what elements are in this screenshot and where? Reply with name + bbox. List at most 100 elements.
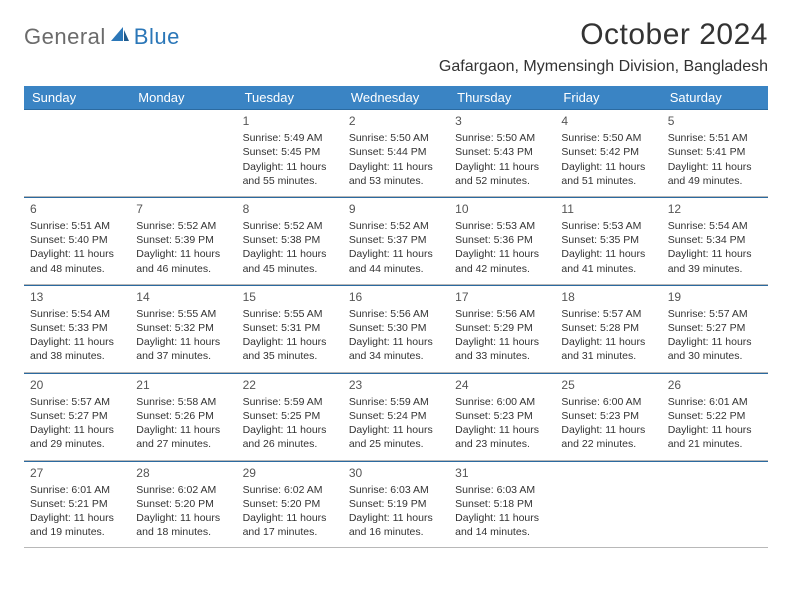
sunrise-text: Sunrise: 6:02 AM <box>243 483 337 497</box>
daylight-text: Daylight: 11 hours and 21 minutes. <box>668 423 762 451</box>
sunrise-text: Sunrise: 5:54 AM <box>668 219 762 233</box>
sunrise-text: Sunrise: 6:02 AM <box>136 483 230 497</box>
daylight-text: Daylight: 11 hours and 45 minutes. <box>243 247 337 275</box>
weekday-header: Friday <box>555 86 661 109</box>
day-number: 13 <box>30 289 124 305</box>
day-number: 31 <box>455 465 549 481</box>
day-cell: 24Sunrise: 6:00 AMSunset: 5:23 PMDayligh… <box>449 374 555 460</box>
day-number: 15 <box>243 289 337 305</box>
day-number: 16 <box>349 289 443 305</box>
sunrise-text: Sunrise: 5:56 AM <box>455 307 549 321</box>
weekday-header: Wednesday <box>343 86 449 109</box>
sunset-text: Sunset: 5:27 PM <box>668 321 762 335</box>
day-number: 11 <box>561 201 655 217</box>
weekday-header: Tuesday <box>237 86 343 109</box>
sunrise-text: Sunrise: 5:57 AM <box>561 307 655 321</box>
sunset-text: Sunset: 5:20 PM <box>243 497 337 511</box>
sunset-text: Sunset: 5:31 PM <box>243 321 337 335</box>
sunrise-text: Sunrise: 5:52 AM <box>243 219 337 233</box>
sunset-text: Sunset: 5:38 PM <box>243 233 337 247</box>
logo-text-general: General <box>24 24 106 50</box>
daylight-text: Daylight: 11 hours and 51 minutes. <box>561 160 655 188</box>
sunrise-text: Sunrise: 6:00 AM <box>561 395 655 409</box>
sunrise-text: Sunrise: 5:55 AM <box>136 307 230 321</box>
sunset-text: Sunset: 5:25 PM <box>243 409 337 423</box>
sunrise-text: Sunrise: 5:59 AM <box>243 395 337 409</box>
empty-cell <box>662 462 768 548</box>
daylight-text: Daylight: 11 hours and 44 minutes. <box>349 247 443 275</box>
daylight-text: Daylight: 11 hours and 25 minutes. <box>349 423 443 451</box>
day-cell: 7Sunrise: 5:52 AMSunset: 5:39 PMDaylight… <box>130 198 236 284</box>
day-number: 1 <box>243 113 337 129</box>
daylight-text: Daylight: 11 hours and 19 minutes. <box>30 511 124 539</box>
daylight-text: Daylight: 11 hours and 34 minutes. <box>349 335 443 363</box>
sunrise-text: Sunrise: 5:50 AM <box>349 131 443 145</box>
day-number: 4 <box>561 113 655 129</box>
day-number: 10 <box>455 201 549 217</box>
day-number: 22 <box>243 377 337 393</box>
day-number: 29 <box>243 465 337 481</box>
day-cell: 19Sunrise: 5:57 AMSunset: 5:27 PMDayligh… <box>662 286 768 372</box>
week-row: 13Sunrise: 5:54 AMSunset: 5:33 PMDayligh… <box>24 285 768 373</box>
weekday-header: Saturday <box>662 86 768 109</box>
daylight-text: Daylight: 11 hours and 26 minutes. <box>243 423 337 451</box>
sunrise-text: Sunrise: 5:58 AM <box>136 395 230 409</box>
day-cell: 29Sunrise: 6:02 AMSunset: 5:20 PMDayligh… <box>237 462 343 548</box>
daylight-text: Daylight: 11 hours and 27 minutes. <box>136 423 230 451</box>
daylight-text: Daylight: 11 hours and 23 minutes. <box>455 423 549 451</box>
day-number: 23 <box>349 377 443 393</box>
day-cell: 27Sunrise: 6:01 AMSunset: 5:21 PMDayligh… <box>24 462 130 548</box>
week-row: 20Sunrise: 5:57 AMSunset: 5:27 PMDayligh… <box>24 373 768 461</box>
logo: General Blue <box>24 18 180 50</box>
sunrise-text: Sunrise: 5:52 AM <box>349 219 443 233</box>
sunset-text: Sunset: 5:26 PM <box>136 409 230 423</box>
sunset-text: Sunset: 5:43 PM <box>455 145 549 159</box>
day-number: 3 <box>455 113 549 129</box>
sunrise-text: Sunrise: 5:54 AM <box>30 307 124 321</box>
day-cell: 13 Sunrise: 5:54 AMSunset: 5:33 PMDayligh… <box>24 286 130 372</box>
daylight-text: Daylight: 11 hours and 49 minutes. <box>668 160 762 188</box>
daylight-text: Daylight: 11 hours and 31 minutes. <box>561 335 655 363</box>
calendar: Sunday Monday Tuesday Wednesday Thursday… <box>24 86 768 548</box>
day-number: 25 <box>561 377 655 393</box>
empty-cell <box>130 110 236 196</box>
sunset-text: Sunset: 5:32 PM <box>136 321 230 335</box>
daylight-text: Daylight: 11 hours and 18 minutes. <box>136 511 230 539</box>
sunrise-text: Sunrise: 5:59 AM <box>349 395 443 409</box>
empty-cell <box>555 462 661 548</box>
empty-cell <box>24 110 130 196</box>
sunset-text: Sunset: 5:33 PM <box>30 321 124 335</box>
day-cell: 26Sunrise: 6:01 AMSunset: 5:22 PMDayligh… <box>662 374 768 460</box>
day-cell: 8 Sunrise: 5:52 AMSunset: 5:38 PMDaylight… <box>237 198 343 284</box>
sunset-text: Sunset: 5:37 PM <box>349 233 443 247</box>
daylight-text: Daylight: 11 hours and 38 minutes. <box>30 335 124 363</box>
daylight-text: Daylight: 11 hours and 14 minutes. <box>455 511 549 539</box>
day-cell: 21Sunrise: 5:58 AMSunset: 5:26 PMDayligh… <box>130 374 236 460</box>
daylight-text: Daylight: 11 hours and 41 minutes. <box>561 247 655 275</box>
sunrise-text: Sunrise: 5:49 AM <box>243 131 337 145</box>
daylight-text: Daylight: 11 hours and 42 minutes. <box>455 247 549 275</box>
sunrise-text: Sunrise: 6:01 AM <box>30 483 124 497</box>
month-title: October 2024 <box>439 18 768 52</box>
week-row: 6Sunrise: 5:51 AMSunset: 5:40 PMDaylight… <box>24 197 768 285</box>
sunset-text: Sunset: 5:45 PM <box>243 145 337 159</box>
title-block: October 2024 Gafargaon, Mymensingh Divis… <box>439 18 768 76</box>
weekday-header: Sunday <box>24 86 130 109</box>
day-number: 8 <box>243 201 337 217</box>
day-number: 6 <box>30 201 124 217</box>
day-cell: 22 Sunrise: 5:59 AMSunset: 5:25 PMDayligh… <box>237 374 343 460</box>
day-cell: 16Sunrise: 5:56 AMSunset: 5:30 PMDayligh… <box>343 286 449 372</box>
day-cell: 6Sunrise: 5:51 AMSunset: 5:40 PMDaylight… <box>24 198 130 284</box>
sunset-text: Sunset: 5:23 PM <box>561 409 655 423</box>
day-cell: 28Sunrise: 6:02 AMSunset: 5:20 PMDayligh… <box>130 462 236 548</box>
weekday-header-row: Sunday Monday Tuesday Wednesday Thursday… <box>24 86 768 109</box>
daylight-text: Daylight: 11 hours and 16 minutes. <box>349 511 443 539</box>
day-cell: 18Sunrise: 5:57 AMSunset: 5:28 PMDayligh… <box>555 286 661 372</box>
sunrise-text: Sunrise: 6:03 AM <box>455 483 549 497</box>
sunrise-text: Sunrise: 5:50 AM <box>561 131 655 145</box>
day-cell: 30Sunrise: 6:03 AMSunset: 5:19 PMDayligh… <box>343 462 449 548</box>
location-subtitle: Gafargaon, Mymensingh Division, Banglade… <box>439 58 768 76</box>
sunrise-text: Sunrise: 5:56 AM <box>349 307 443 321</box>
day-number: 9 <box>349 201 443 217</box>
weekday-header: Thursday <box>449 86 555 109</box>
